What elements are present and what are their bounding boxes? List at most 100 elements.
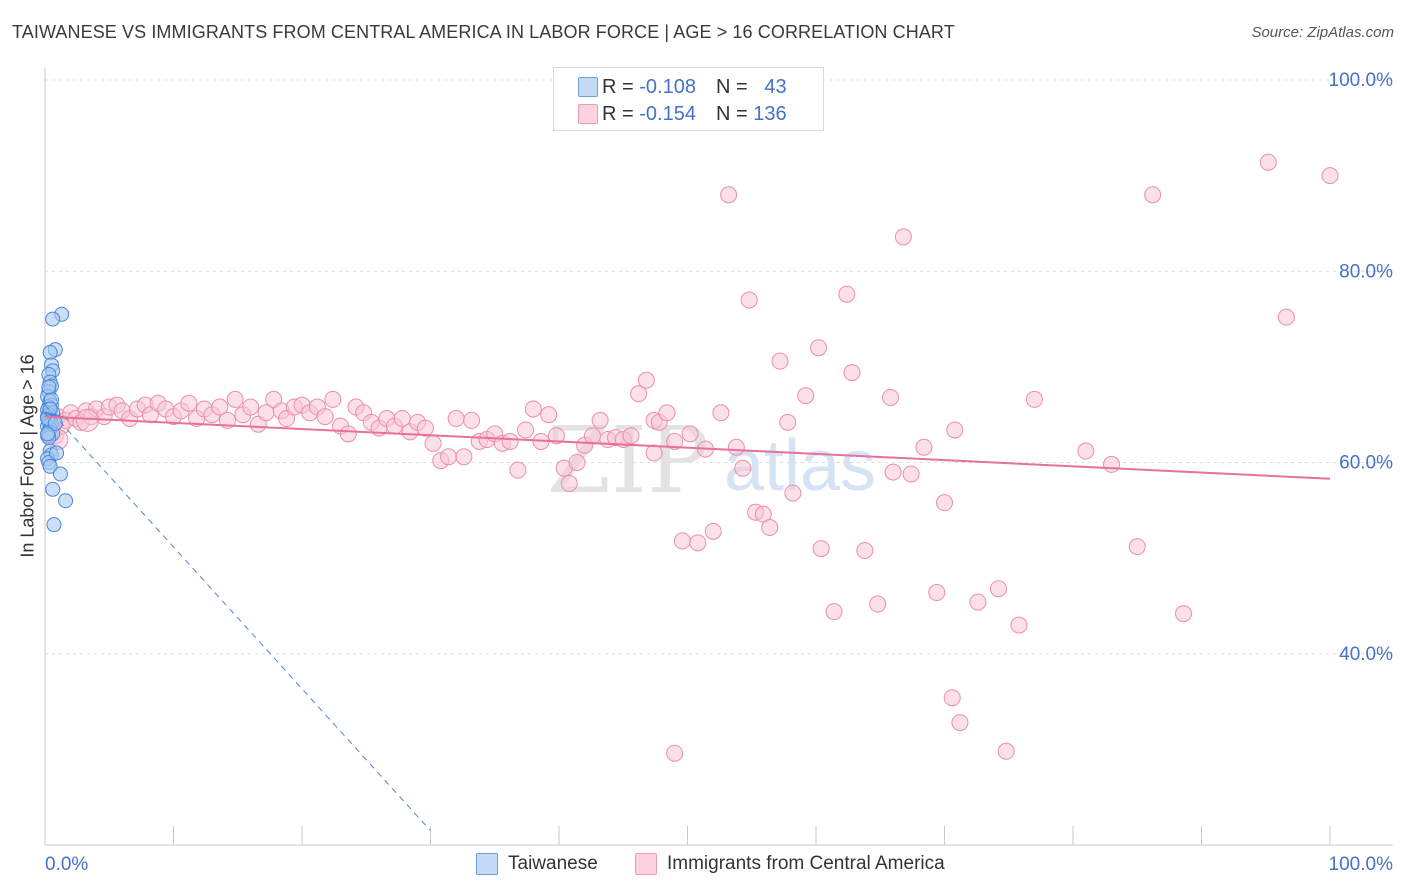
legend-r-label: R = — [602, 102, 634, 125]
legend-row-taiwanese: R = -0.108 N = 43 — [578, 74, 787, 100]
data-point-taiwanese — [46, 517, 62, 533]
data-point-central-america — [825, 603, 843, 621]
legend-row-central-america: R = -0.154 N = 136 — [578, 101, 787, 127]
data-point-central-america — [583, 427, 601, 445]
data-point-central-america — [720, 186, 738, 204]
data-point-central-america — [704, 522, 722, 540]
data-point-central-america — [416, 419, 434, 437]
data-point-central-america — [439, 448, 457, 466]
data-point-central-america — [969, 593, 987, 611]
data-point-central-america — [1321, 167, 1339, 185]
data-point-central-america — [517, 421, 535, 439]
data-point-central-america — [810, 339, 828, 357]
data-point-central-america — [316, 408, 334, 426]
gridlines — [45, 79, 1393, 655]
data-point-central-america — [856, 541, 874, 559]
data-point-central-america — [1277, 308, 1295, 326]
data-point-central-america — [673, 532, 691, 550]
bottom-legend-label: Immigrants from Central America — [667, 853, 945, 874]
data-point-central-america — [540, 406, 558, 424]
data-point-central-america — [882, 388, 900, 406]
bottom-swatch-pink — [635, 853, 657, 875]
data-point-central-america — [869, 595, 887, 613]
data-point-taiwanese — [52, 466, 68, 482]
data-point-central-america — [242, 398, 260, 416]
data-point-central-america — [560, 475, 578, 493]
data-point-taiwanese — [41, 379, 57, 395]
data-point-central-america — [951, 714, 969, 732]
data-point-central-america — [1010, 616, 1028, 634]
data-point-central-america — [591, 411, 609, 429]
data-point-central-america — [1259, 153, 1277, 171]
data-point-central-america — [211, 398, 229, 416]
trend-lines — [44, 404, 1331, 831]
x-tick-label: 0.0% — [45, 854, 88, 875]
data-point-central-america — [1144, 186, 1162, 204]
data-point-central-america — [943, 689, 961, 707]
trend-line-central-america — [44, 415, 1331, 480]
data-point-central-america — [1128, 538, 1146, 556]
data-point-central-america — [884, 463, 902, 481]
data-point-central-america — [771, 352, 789, 370]
x-tick-label: 100.0% — [1329, 854, 1394, 875]
data-point-central-america — [645, 444, 663, 462]
data-point-central-america — [797, 387, 815, 405]
data-point-central-america — [424, 434, 442, 452]
y-axis-label: In Labor Force | Age > 16 — [17, 354, 38, 558]
data-point-central-america — [928, 584, 946, 602]
y-tick-label: 40.0% — [1339, 644, 1393, 665]
bottom-legend-taiwanese: Taiwanese — [476, 852, 598, 876]
data-point-central-america — [727, 438, 745, 456]
data-point-central-america — [75, 408, 99, 432]
data-point-central-america — [324, 390, 342, 408]
data-point-taiwanese — [45, 311, 61, 327]
data-point-central-america — [784, 484, 802, 502]
data-point-central-america — [226, 390, 244, 408]
source-label: Source: ZipAtlas.com — [1251, 24, 1394, 41]
data-point-central-america — [547, 427, 565, 445]
legend-n-value: 43 — [764, 75, 787, 98]
chart-title: TAIWANESE VS IMMIGRANTS FROM CENTRAL AME… — [12, 22, 955, 42]
data-point-central-america — [894, 228, 912, 246]
legend-n-label: N = — [715, 75, 748, 98]
data-point-central-america — [1103, 455, 1121, 473]
data-point-central-america — [1175, 605, 1193, 623]
data-point-taiwanese — [49, 445, 65, 461]
data-point-central-america — [681, 425, 699, 443]
bottom-legend-central-america: Immigrants from Central America — [635, 852, 945, 876]
y-tick-label: 60.0% — [1339, 453, 1393, 474]
data-point-central-america — [989, 580, 1007, 598]
data-point-taiwanese — [42, 458, 58, 474]
data-point-central-america — [637, 371, 655, 389]
data-point-central-america — [501, 432, 519, 450]
data-point-central-america — [734, 459, 752, 477]
data-point-central-america — [689, 534, 707, 552]
data-point-central-america — [740, 291, 758, 309]
data-point-central-america — [180, 394, 198, 412]
data-point-central-america — [812, 540, 830, 558]
legend-swatch-blue — [578, 77, 598, 97]
data-point-central-america — [915, 438, 933, 456]
data-point-central-america — [712, 404, 730, 422]
data-point-central-america — [1025, 390, 1043, 408]
data-point-central-america — [838, 285, 856, 303]
data-point-central-america — [568, 454, 586, 471]
data-point-central-america — [936, 494, 953, 512]
data-point-taiwanese — [58, 493, 74, 509]
legend-n-label: N = — [715, 102, 748, 125]
data-point-central-america — [463, 411, 481, 429]
y-tick-label: 100.0% — [1329, 70, 1394, 91]
legend-r-value: -0.108 — [639, 75, 696, 98]
data-point-taiwanese — [45, 481, 61, 497]
data-point-central-america — [339, 425, 357, 443]
tick-labels: 100.0% 80.0% 60.0% 40.0% 0.0% 100.0% — [45, 70, 1393, 875]
axes — [44, 68, 1393, 846]
legend-box: R = -0.108 N = 43 R = -0.154 N = 136 — [553, 67, 824, 131]
data-point-central-america — [666, 432, 684, 450]
data-point-central-america — [779, 413, 797, 431]
data-point-central-america — [1077, 442, 1095, 460]
data-point-central-america — [946, 421, 964, 439]
data-point-central-america — [997, 742, 1015, 760]
data-point-central-america — [666, 744, 684, 762]
data-point-central-america — [902, 465, 920, 483]
